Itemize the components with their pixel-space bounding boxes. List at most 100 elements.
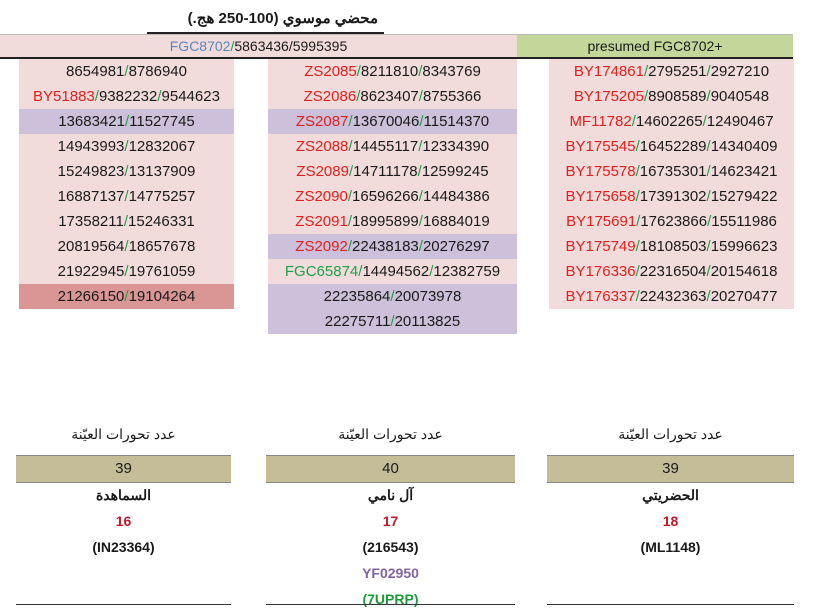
snp-row: ZS2086/8623407/8755366: [268, 84, 517, 109]
kit-id: (IN23364): [92, 539, 155, 555]
snp-row: 16887137/14775257: [19, 184, 234, 209]
snp-position: 22316504/20154618: [639, 263, 778, 280]
snp-column-right: BY174861/2795251/2927210 BY175205/8908589…: [549, 59, 794, 309]
snp-position: 8654981/8786940: [66, 63, 187, 80]
snp-position: 21266150/19104264: [57, 288, 196, 305]
snp-position: 16887137/14775257: [57, 188, 196, 205]
snp-name: BY51883: [33, 88, 95, 105]
banner-fgc8702: FGC8702/5863436/5995395: [0, 34, 517, 59]
snp-name: BY176337: [565, 288, 636, 305]
snp-row: MF11782/14602265/12490467: [549, 109, 794, 134]
snp-row: ZS2088/14455117/12334390: [268, 134, 517, 159]
kit-id-alt: YF02950: [362, 565, 419, 581]
snp-name: ZS2085: [304, 63, 357, 80]
snp-position: 16452289/14340409: [639, 138, 778, 155]
snp-name: FGC65874: [284, 263, 359, 280]
snp-name: BY175658: [565, 188, 636, 205]
snp-position: 14943993/12832067: [57, 138, 196, 155]
snp-row: BY176337/22432363/20270477: [549, 284, 794, 309]
family-name: السماهدة: [95, 487, 152, 503]
sample-info-left: السماهدة 16 (IN23364): [16, 482, 231, 560]
banner-pos: 5863436/5995395: [234, 38, 348, 54]
family-name: آل نامي: [367, 487, 414, 503]
sample-number: 16: [115, 513, 132, 529]
snp-position: 22438183/20276297: [352, 238, 490, 255]
sample-number: 18: [662, 513, 679, 529]
snp-name: BY175578: [565, 163, 636, 180]
snp-row: ZS2091/18995899/16884019: [268, 209, 517, 234]
snp-name: MF11782: [569, 113, 632, 130]
snp-position: 14602265/12490467: [635, 113, 774, 130]
snp-name: BY175749: [565, 238, 636, 255]
group-title: محضي موسوي (100-250 هج.): [147, 6, 384, 34]
snp-position: 13683421/11527745: [58, 113, 195, 130]
snp-position: 14494562/12382759: [362, 263, 501, 280]
snp-position: 2795251/2927210: [648, 63, 770, 80]
snp-name: BY175205: [573, 88, 644, 105]
snp-name: ZS2086: [303, 88, 357, 105]
sample-info-right: الحضريتي 18 (ML1148): [547, 482, 794, 560]
snp-position: 16735301/14623421: [639, 163, 778, 180]
snp-name: BY176336: [565, 263, 636, 280]
divider: [16, 604, 231, 605]
snp-row: BY175578/16735301/14623421: [549, 159, 794, 184]
snp-position: 22275711/20113825: [324, 313, 461, 330]
snp-row: BY176336/22316504/20154618: [549, 259, 794, 284]
sample-info-middle: آل نامي 17 (216543) YF02950 (7UPRP): [266, 482, 515, 612]
snp-position: 17391302/15279422: [639, 188, 778, 205]
snp-position: 14455117/12334390: [352, 138, 490, 155]
kit-id: (216543): [362, 539, 419, 555]
snp-position: 20819564/18657678: [57, 238, 196, 255]
sample-count-middle: 40: [266, 455, 515, 483]
divider: [547, 604, 794, 605]
snp-row: ZS2092/22438183/20276297: [268, 234, 517, 259]
snp-row: 22275711/20113825: [268, 309, 517, 334]
kit-id-alt2: (7UPRP): [362, 591, 419, 607]
snp-name: BY175691: [566, 213, 637, 230]
snp-row: BY175749/18108503/15996623: [549, 234, 794, 259]
snp-row: 15249823/13137909: [19, 159, 234, 184]
snp-row: BY175658/17391302/15279422: [549, 184, 794, 209]
snp-row: 8654981/8786940: [19, 59, 234, 84]
snp-position: 22432363/20270477: [639, 288, 778, 305]
snp-position: 9382232/9544623: [98, 88, 220, 105]
snp-row: 21922945/19761059: [19, 259, 234, 284]
snp-column-left: 8654981/8786940 BY51883/9382232/9544623 13…: [19, 59, 234, 309]
sample-label-right: عدد تحورات العيّنة: [618, 426, 723, 442]
snp-row: ZS2087/13670046/11514370: [268, 109, 517, 134]
sample-count-left: 39: [16, 455, 231, 483]
snp-row: ZS2085/8211810/8343769: [268, 59, 517, 84]
snp-row: 21266150/19104264: [19, 284, 234, 309]
snp-name: ZS2089: [296, 163, 349, 180]
snp-row: BY175691/17623866/15511986: [549, 209, 794, 234]
snp-row: 13683421/11527745: [19, 109, 234, 134]
snp-name: BY175545: [565, 138, 636, 155]
banner-snp: FGC8702: [169, 38, 231, 54]
sample-label-left: عدد تحورات العيّنة: [71, 426, 176, 442]
snp-position: 21922945/19761059: [57, 263, 196, 280]
snp-name: ZS2088: [295, 138, 349, 155]
snp-row: BY175545/16452289/14340409: [549, 134, 794, 159]
snp-row: BY51883/9382232/9544623: [19, 84, 234, 109]
snp-position: 14711178/12599245: [353, 163, 489, 180]
snp-row: BY175205/8908589/9040548: [549, 84, 794, 109]
snp-position: 17358211/15246331: [58, 213, 195, 230]
snp-position: 17623866/15511986: [640, 213, 777, 230]
snp-name: ZS2090: [295, 188, 348, 205]
sample-number: 17: [382, 513, 399, 529]
snp-row: 14943993/12832067: [19, 134, 234, 159]
kit-id: (ML1148): [640, 539, 701, 555]
snp-row: 22235864/20073978: [268, 284, 517, 309]
snp-name: ZS2092: [295, 238, 348, 255]
sample-count-right: 39: [547, 455, 794, 483]
snp-position: 13670046/11514370: [352, 113, 490, 130]
snp-row: 17358211/15246331: [19, 209, 234, 234]
snp-position: 8211810/8343769: [360, 63, 481, 80]
snp-column-middle: ZS2085/8211810/8343769 ZS2086/8623407/875…: [268, 59, 517, 334]
snp-position: 18995899/16884019: [352, 213, 490, 230]
snp-position: 8623407/8755366: [360, 88, 482, 105]
snp-name: ZS2087: [295, 113, 349, 130]
snp-position: 18108503/15996623: [639, 238, 778, 255]
banner-presumed: presumed FGC8702+: [517, 34, 793, 59]
snp-row: BY174861/2795251/2927210: [549, 59, 794, 84]
